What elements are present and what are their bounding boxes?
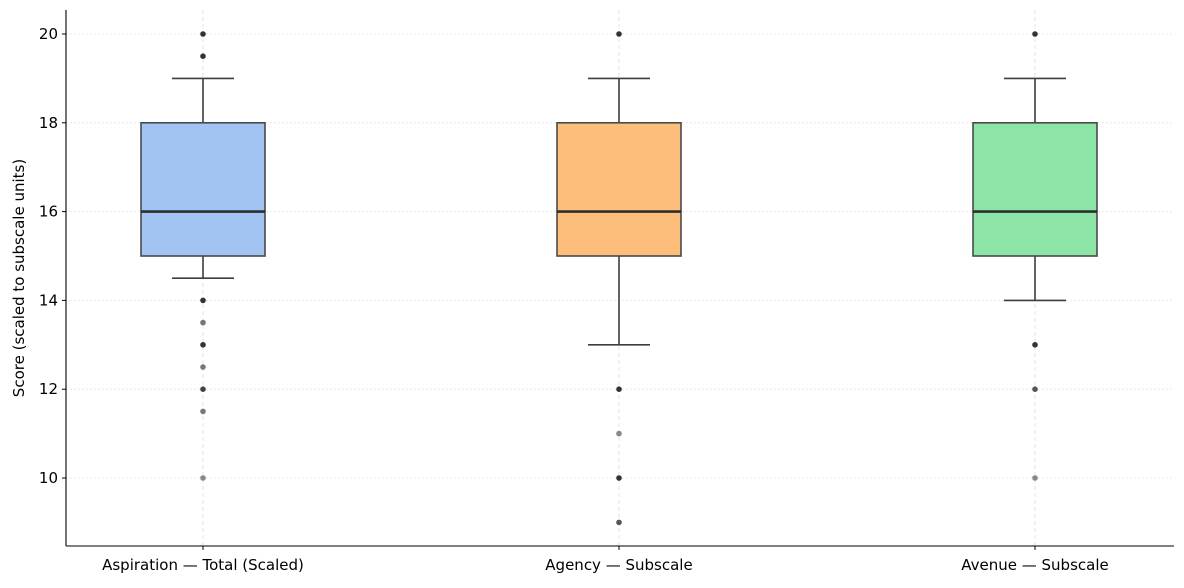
- box-3: [972, 31, 1098, 481]
- outlier-point: [200, 31, 206, 37]
- outlier-point: [616, 430, 622, 437]
- outlier-point: [200, 364, 206, 370]
- axes: [65, 10, 1174, 547]
- y-tick-label: 12: [39, 380, 58, 398]
- outlier-point: [200, 319, 206, 326]
- outlier-point: [1032, 475, 1038, 481]
- outlier-point: [1032, 31, 1038, 37]
- outlier-point: [616, 31, 622, 37]
- iqr-box: [140, 122, 266, 257]
- x-tick-label: Avenue — Subscale: [961, 556, 1108, 574]
- outlier-point: [200, 342, 206, 348]
- outlier-point: [616, 519, 622, 526]
- outlier-point: [1032, 342, 1038, 348]
- iqr-box: [972, 122, 1098, 257]
- box-plot-series: [140, 31, 1098, 526]
- outlier-point: [200, 297, 206, 304]
- y-axis-label: Score (scaled to subscale units): [10, 159, 28, 397]
- outlier-point: [200, 408, 206, 415]
- x-tick-label: Agency — Subscale: [545, 556, 692, 574]
- y-tick-label: 18: [39, 114, 58, 132]
- outlier-point: [616, 386, 622, 393]
- outlier-point: [200, 53, 206, 59]
- y-axis-ticks: 10 12 14 16 18 20: [39, 25, 66, 487]
- x-tick-label: Aspiration — Total (Scaled): [102, 556, 304, 574]
- outlier-point: [616, 475, 622, 481]
- y-tick-label: 14: [39, 291, 58, 309]
- y-tick-label: 16: [39, 203, 58, 221]
- y-tick-label: 10: [39, 469, 58, 487]
- outlier-point: [200, 386, 206, 393]
- iqr-box: [556, 122, 682, 257]
- y-tick-label: 20: [39, 25, 58, 43]
- box-1: [140, 31, 266, 481]
- outlier-point: [1032, 386, 1038, 393]
- x-axis-ticks: Aspiration — Total (Scaled) Agency — Subs…: [102, 546, 1109, 574]
- outlier-point: [200, 475, 206, 481]
- box-2: [556, 31, 682, 526]
